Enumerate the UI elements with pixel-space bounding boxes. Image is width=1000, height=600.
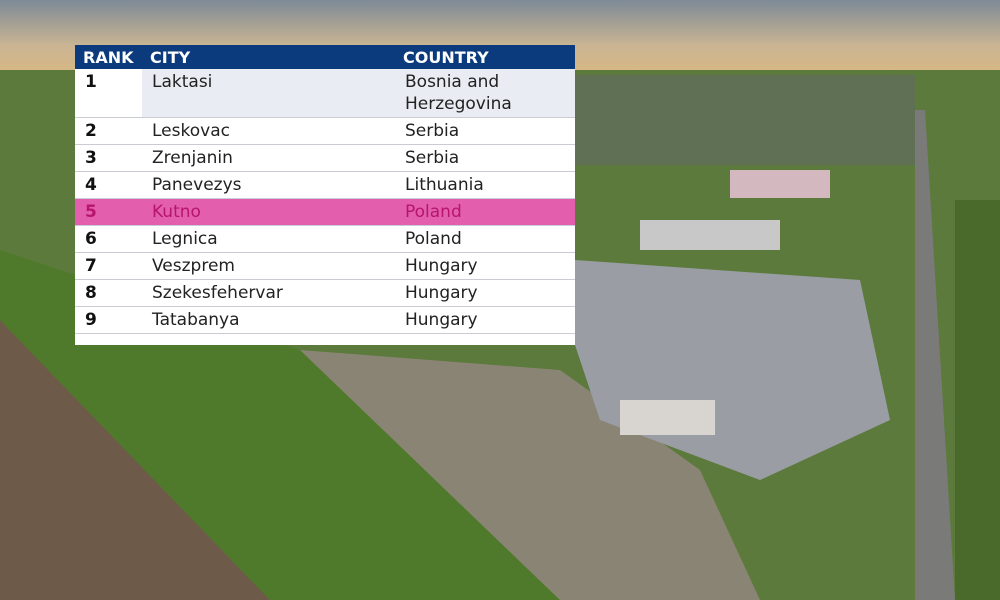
country-cell: Serbia [405, 148, 460, 168]
city-cell: Kutno [152, 202, 201, 222]
rank-cell: 5 [85, 202, 97, 222]
town [575, 75, 915, 165]
rank-cell: 2 [85, 121, 97, 141]
city-cell: Tatabanya [152, 310, 240, 330]
ranking-table: RANK CITY COUNTRY 1 Laktasi Bosnia and Herze… [75, 45, 575, 345]
table-row: 1 Laktasi Bosnia and Herzegovina [75, 69, 575, 118]
country-cell: Poland [405, 202, 462, 222]
city-cell: Veszprem [152, 256, 235, 276]
country-cell: Poland [405, 229, 462, 249]
country-cell: Bosnia and Herzegovina [395, 69, 575, 117]
table-row: 5 Kutno Poland [75, 199, 575, 226]
city-cell: Zrenjanin [152, 148, 233, 168]
warehouse [640, 220, 780, 250]
table-row: 2 Leskovac Serbia [75, 118, 575, 145]
rank-cell: 1 [85, 72, 97, 92]
city-cell: Laktasi [142, 69, 395, 117]
country-cell: Lithuania [405, 175, 484, 195]
rank-cell: 4 [85, 175, 97, 195]
table-header: RANK CITY COUNTRY [75, 45, 575, 69]
construction-site [300, 350, 760, 600]
building [730, 170, 830, 198]
rank-cell: 3 [85, 148, 97, 168]
column-header: RANK [83, 47, 134, 67]
table-row: 3 Zrenjanin Serbia [75, 145, 575, 172]
roadside-field [955, 200, 1000, 600]
city-cell: Leskovac [152, 121, 230, 141]
rank-cell: 6 [85, 229, 97, 249]
table-row: 4 Panevezys Lithuania [75, 172, 575, 199]
table-row: 9 Tatabanya Hungary [75, 307, 575, 334]
table-row: 7 Veszprem Hungary [75, 253, 575, 280]
table-row: 8 Szekesfehervar Hungary [75, 280, 575, 307]
city-cell: Szekesfehervar [152, 283, 283, 303]
country-cell: Hungary [405, 256, 478, 276]
building [620, 400, 715, 435]
city-cell: Legnica [152, 229, 218, 249]
rank-cell: 9 [85, 310, 97, 330]
road [915, 110, 955, 600]
column-header: CITY [150, 47, 191, 67]
column-header: COUNTRY [403, 47, 489, 67]
country-cell: Serbia [405, 121, 460, 141]
city-cell: Panevezys [152, 175, 242, 195]
country-cell: Hungary [405, 310, 478, 330]
rank-cell: 8 [85, 283, 97, 303]
country-cell: Hungary [405, 283, 478, 303]
rank-cell: 7 [85, 256, 97, 276]
table-row: 6 Legnica Poland [75, 226, 575, 253]
